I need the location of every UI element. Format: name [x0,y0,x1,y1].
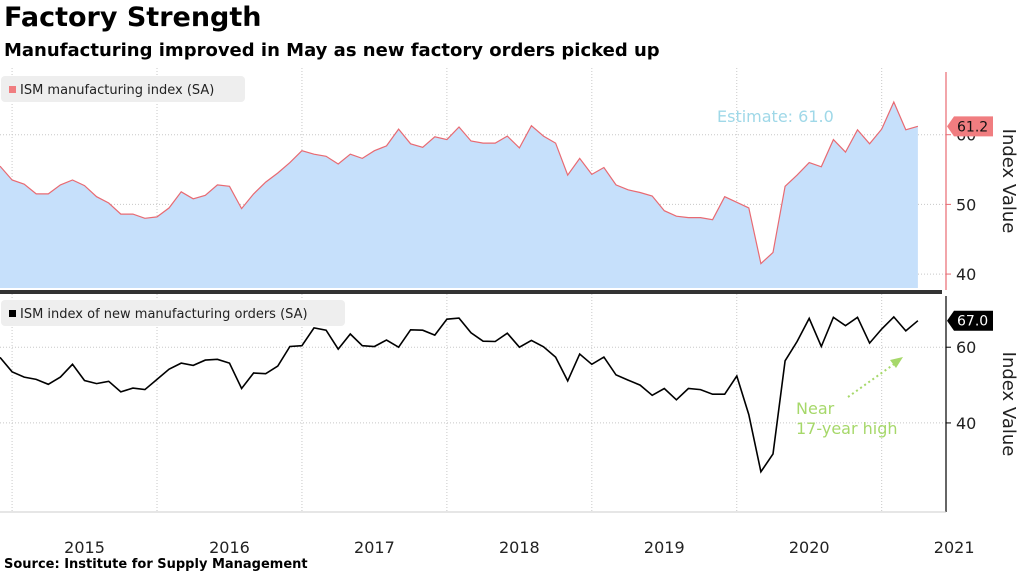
ism-legend-box [1,76,245,102]
chart-subtitle: Manufacturing improved in May as new fac… [4,40,660,61]
ism-ytick-label-50: 50 [956,195,976,214]
orders-last-value-label: 67.0 [957,314,988,330]
orders-legend: ISM index of new manufacturing orders (S… [1,300,345,326]
ism-legend-swatch [9,86,16,93]
annotation-17-year-high: 17-year high [796,419,898,438]
orders-legend-label: ISM index of new manufacturing orders (S… [20,307,308,322]
chart-title: Factory Strength [4,2,262,33]
orders-ytick-label-60: 60 [956,338,976,357]
panel-orders: ISM index of new manufacturing orders (S… [0,294,946,512]
x-tick-label-2015: 2015 [64,538,105,557]
panel-separator [0,290,942,294]
estimate-annotation: Estimate: 61.0 [717,107,834,126]
x-tick-label-2017: 2017 [354,538,395,557]
annotation-near: Near [796,399,835,418]
ism-last-value-label: 61.2 [957,119,988,135]
ism-last-value-tag [947,116,993,137]
annotation-arrow [847,361,898,398]
ism-ytick-label-40: 40 [956,265,976,284]
orders-last-value-tag [947,310,993,331]
x-tick-label-2016: 2016 [209,538,250,557]
orders-last-value-marker: 67.0 [947,310,993,331]
ism-last-value-marker: 61.2 [947,116,993,137]
orders-legend-box [1,300,345,326]
orders-legend-swatch [9,310,16,317]
x-axis: 2015 2016 2017 2018 2019 2020 2021 [0,511,975,557]
orders-series-line [0,315,919,474]
x-tick-label-2020: 2020 [789,538,830,557]
orders-ytick-label-40: 40 [956,414,976,433]
ism-y-axis-label: Index Value [998,129,1019,234]
source-note: Source: Institute for Supply Management [4,557,308,572]
orders-y-axis-label: Index Value [998,352,1019,457]
panel-ism: ISM manufacturing index (SA) Estimate: 6… [0,68,946,290]
ism-series-line [0,100,919,265]
x-tick-label-2021: 2021 [934,538,975,557]
x-tick-label-2018: 2018 [499,538,540,557]
ism-area-fill [0,102,918,288]
ism-legend-label: ISM manufacturing index (SA) [20,83,214,98]
orders-gridlines [0,294,946,512]
ism-y-ticks: 405060 [946,126,976,284]
orders-y-ticks: 40 60 [946,338,976,433]
ism-legend: ISM manufacturing index (SA) [1,76,245,102]
annotation-arrowhead [890,357,903,368]
x-tick-label-2019: 2019 [644,538,685,557]
